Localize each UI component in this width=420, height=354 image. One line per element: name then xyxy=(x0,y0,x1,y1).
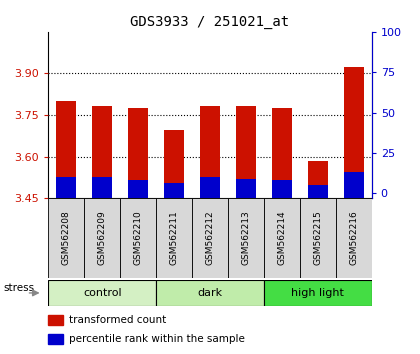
Text: GSM562210: GSM562210 xyxy=(134,211,143,266)
Bar xyxy=(308,185,328,198)
Text: GSM562215: GSM562215 xyxy=(313,211,322,266)
Bar xyxy=(92,106,112,198)
FancyBboxPatch shape xyxy=(120,198,156,278)
Bar xyxy=(272,180,292,198)
Bar xyxy=(236,179,256,198)
Text: percentile rank within the sample: percentile rank within the sample xyxy=(69,334,244,344)
Title: GDS3933 / 251021_at: GDS3933 / 251021_at xyxy=(131,16,289,29)
FancyBboxPatch shape xyxy=(156,280,264,306)
Text: GSM562216: GSM562216 xyxy=(349,211,358,266)
Text: dark: dark xyxy=(197,288,223,298)
Bar xyxy=(308,161,328,198)
Bar xyxy=(200,177,220,198)
Bar xyxy=(48,334,63,344)
Bar xyxy=(344,67,364,198)
FancyBboxPatch shape xyxy=(156,198,192,278)
FancyBboxPatch shape xyxy=(336,198,372,278)
Text: high light: high light xyxy=(291,288,344,298)
Text: stress: stress xyxy=(4,282,35,293)
Text: GSM562212: GSM562212 xyxy=(205,211,215,266)
Bar xyxy=(92,177,112,198)
Text: GSM562211: GSM562211 xyxy=(170,211,178,266)
FancyBboxPatch shape xyxy=(192,198,228,278)
Text: GSM562214: GSM562214 xyxy=(277,211,286,266)
Bar xyxy=(344,172,364,198)
Bar xyxy=(272,108,292,198)
Bar xyxy=(128,180,148,198)
FancyBboxPatch shape xyxy=(84,198,120,278)
Text: GSM562209: GSM562209 xyxy=(98,211,107,266)
Text: GSM562208: GSM562208 xyxy=(62,211,71,266)
FancyBboxPatch shape xyxy=(48,280,156,306)
FancyBboxPatch shape xyxy=(228,198,264,278)
Text: control: control xyxy=(83,288,121,298)
Text: GSM562213: GSM562213 xyxy=(241,211,250,266)
Bar xyxy=(236,106,256,198)
FancyBboxPatch shape xyxy=(264,198,300,278)
Bar xyxy=(200,106,220,198)
FancyBboxPatch shape xyxy=(264,280,372,306)
Bar xyxy=(56,177,76,198)
Bar xyxy=(48,315,63,325)
Bar xyxy=(164,183,184,198)
Text: transformed count: transformed count xyxy=(69,315,166,325)
Bar xyxy=(128,108,148,198)
FancyBboxPatch shape xyxy=(300,198,336,278)
Bar xyxy=(56,101,76,198)
FancyBboxPatch shape xyxy=(48,198,84,278)
Bar xyxy=(164,130,184,198)
